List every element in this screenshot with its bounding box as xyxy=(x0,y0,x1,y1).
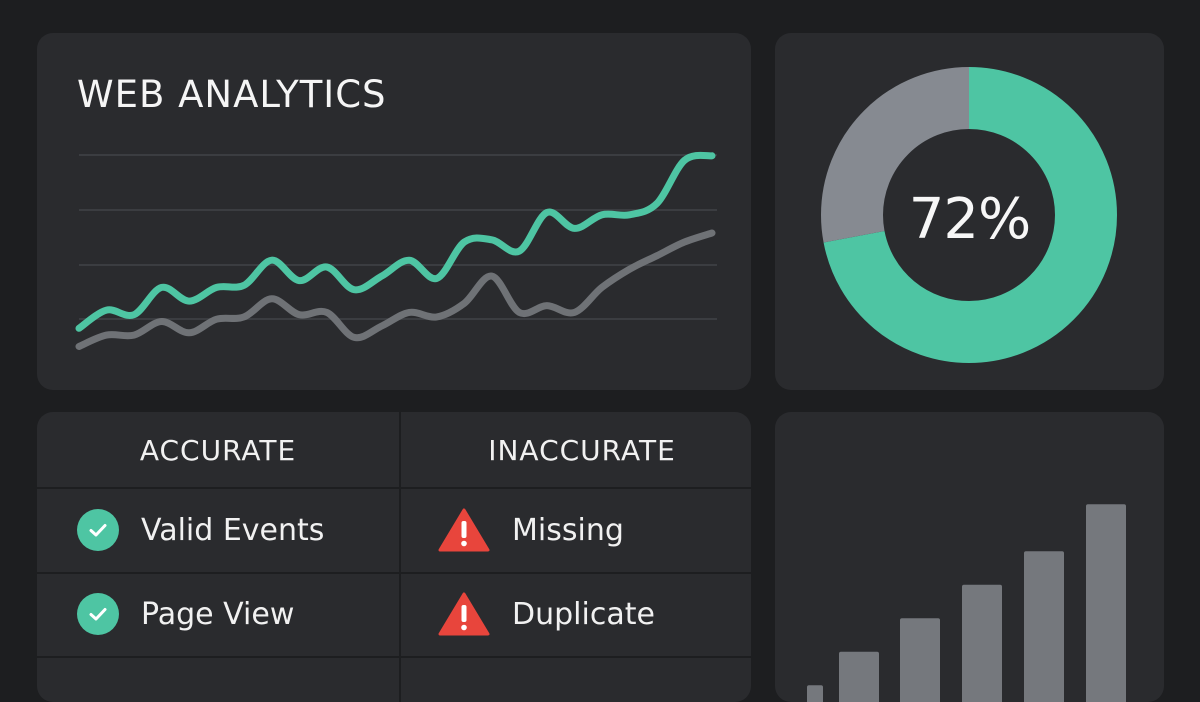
table-row-accurate: Page View xyxy=(77,593,295,635)
bar xyxy=(900,618,940,702)
bar xyxy=(1086,504,1126,702)
inaccurate-item-label: Duplicate xyxy=(512,596,655,632)
check-circle-icon xyxy=(77,593,119,635)
bar-chart-card xyxy=(775,412,1164,702)
bar xyxy=(839,651,879,702)
accurate-item-label: Page View xyxy=(141,596,295,632)
table-row-inaccurate: Duplicate xyxy=(438,591,655,637)
accuracy-table: ACCURATE INACCURATE Valid Events Page Vi… xyxy=(37,412,751,702)
warning-triangle-icon xyxy=(438,591,490,637)
donut-chart xyxy=(821,67,1117,363)
donut-chart-card: 72% xyxy=(775,33,1164,390)
inaccurate-header: INACCURATE xyxy=(488,434,676,467)
accurate-header: ACCURATE xyxy=(139,434,297,467)
column-divider xyxy=(399,412,401,702)
donut-percentage: 72% xyxy=(908,187,1031,252)
bar-chart xyxy=(807,504,1126,702)
donut-slice-remainder xyxy=(821,67,1117,363)
inaccurate-item-label: Missing xyxy=(512,512,624,548)
bar xyxy=(807,685,823,702)
series-line-primary xyxy=(75,151,716,332)
bar xyxy=(962,584,1002,702)
accurate-item-label: Valid Events xyxy=(141,512,325,548)
line-chart-card: WEB ANALYTICS xyxy=(37,33,751,390)
page-title: WEB ANALYTICS xyxy=(77,73,387,116)
series-line-secondary xyxy=(75,229,716,350)
row-divider xyxy=(37,487,751,489)
row-divider xyxy=(37,656,751,658)
bar xyxy=(1024,551,1064,702)
line-chart xyxy=(75,151,717,350)
check-circle-icon xyxy=(77,509,119,551)
warning-triangle-icon xyxy=(438,507,490,553)
table-row-accurate: Valid Events xyxy=(77,509,325,551)
row-divider xyxy=(37,572,751,574)
table-row-inaccurate: Missing xyxy=(438,507,624,553)
